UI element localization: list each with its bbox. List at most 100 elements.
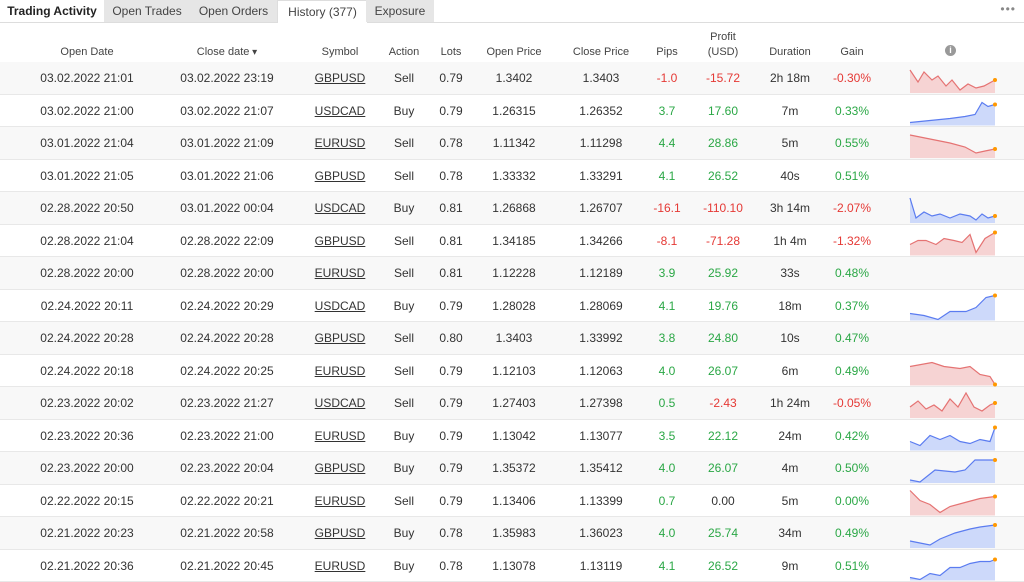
table-cell: -8.1	[656, 233, 678, 248]
table-row: 03.01.2022 21:05 03.01.2022 21:06 GBPUSD Se…	[0, 160, 1024, 192]
column-header: Pips	[656, 46, 678, 58]
table-cell: 0.79	[439, 461, 463, 475]
symbol-link[interactable]: GBPUSD	[314, 526, 366, 540]
table-cell: 0.47%	[834, 331, 870, 345]
table-cell: 4.0	[658, 526, 676, 540]
table-cell: 26.07	[707, 363, 739, 378]
table-cell: Sell	[393, 233, 415, 248]
table-cell: 25.92	[707, 266, 739, 280]
table-cell: 4.1	[658, 558, 676, 573]
symbol-link[interactable]: USDCAD	[314, 201, 366, 215]
table-cell: 02.24.2022 20:28	[180, 331, 274, 345]
table-cell: 1.33332	[492, 168, 536, 183]
table-cell: 24.80	[707, 331, 739, 345]
sparkline-part	[910, 362, 995, 386]
sparkline-part	[909, 101, 996, 124]
sparkline-part	[909, 69, 996, 91]
table-cell: 02.23.2022 20:02	[40, 396, 134, 410]
tab[interactable]: Exposure	[366, 0, 435, 22]
table-cell: 26.52	[707, 168, 739, 183]
sparkline-part	[910, 427, 995, 451]
table-cell: 17.60	[707, 103, 739, 118]
table-cell: -16.1	[653, 201, 681, 215]
table-row: 02.22.2022 20:15 02.22.2022 20:21 EURUSD Se…	[0, 485, 1024, 517]
table-cell: 0.42%	[834, 428, 870, 443]
sparkline-part	[910, 102, 995, 126]
sparkline	[909, 293, 997, 321]
table-cell: 03.02.2022 21:01	[40, 71, 134, 85]
tab[interactable]: History (377)	[277, 0, 368, 23]
table-cell: 4.0	[658, 461, 676, 475]
symbol-link[interactable]: GBPUSD	[314, 331, 366, 345]
sparkline-part	[909, 134, 996, 154]
table-cell: 28.86	[707, 136, 739, 150]
table-cell: 5m	[781, 136, 799, 150]
symbol-link[interactable]: GBPUSD	[314, 461, 366, 475]
table-cell: 4.1	[658, 168, 676, 183]
symbol-link[interactable]: USDCAD	[314, 103, 366, 118]
table-cell: 02.23.2022 20:04	[180, 461, 274, 475]
sparkline-part	[993, 425, 997, 430]
symbol-link[interactable]: EURUSD	[314, 558, 366, 573]
sparkline-part	[909, 490, 996, 514]
table-cell: 3h 14m	[769, 201, 811, 215]
table-cell: -2.07%	[832, 201, 872, 215]
table-cell: 0.7	[658, 493, 676, 508]
sparkline	[909, 69, 997, 93]
table-cell: 7m	[781, 103, 799, 118]
sparkline-part	[910, 198, 995, 223]
symbol-link[interactable]: EURUSD	[314, 493, 366, 508]
table-row: 03.02.2022 21:01 03.02.2022 23:19 GBPUSD Se…	[0, 62, 1024, 95]
symbol-link[interactable]: EURUSD	[314, 266, 366, 280]
sparkline-part	[993, 214, 997, 218]
column-header: Symbol	[321, 46, 359, 58]
table-row: 03.01.2022 21:04 03.01.2022 21:09 EURUSD Se…	[0, 127, 1024, 160]
table-cell: 02.23.2022 21:00	[180, 428, 274, 443]
symbol-link[interactable]: EURUSD	[314, 428, 366, 443]
sparkline	[909, 197, 997, 223]
column-header: Open Price	[486, 46, 542, 58]
sparkline-part	[909, 558, 996, 581]
table-cell: 02.23.2022 20:36	[40, 428, 134, 443]
table-cell: 0.51%	[834, 168, 870, 183]
table-cell: Buy	[393, 461, 415, 475]
symbol-link[interactable]: GBPUSD	[314, 233, 366, 248]
table-cell: 22.12	[707, 428, 739, 443]
table-cell: 1.12103	[492, 363, 536, 378]
symbol-link[interactable]: EURUSD	[314, 136, 366, 150]
symbol-link[interactable]: USDCAD	[314, 396, 366, 410]
table-row: 02.28.2022 20:50 03.01.2022 00:04 USDCAD Bu…	[0, 192, 1024, 225]
tab[interactable]: Trading Activity	[0, 0, 105, 22]
column-header: Lots	[440, 46, 462, 58]
column-header[interactable]: Close date	[197, 46, 257, 58]
more-menu[interactable]: •••	[1000, 2, 1016, 16]
table-cell: 1.3403	[582, 71, 620, 85]
symbol-link[interactable]: GBPUSD	[314, 168, 366, 183]
sparkline	[909, 490, 997, 516]
sparkline-part	[910, 393, 995, 418]
column-header: Gain	[840, 46, 864, 58]
symbol-link[interactable]: GBPUSD	[314, 71, 366, 85]
symbol-link[interactable]: USDCAD	[314, 298, 366, 313]
table-cell: 02.21.2022 20:36	[40, 558, 134, 573]
sparkline-part	[909, 197, 996, 221]
table-cell: 6m	[781, 363, 799, 378]
table-row: 02.28.2022 21:04 02.28.2022 22:09 GBPUSD Se…	[0, 225, 1024, 257]
table-cell: 1.12063	[579, 363, 623, 378]
sparkline	[909, 361, 997, 387]
tab[interactable]: Open Trades	[104, 0, 191, 22]
info-icon[interactable]: i	[945, 45, 956, 56]
sparkline-part	[910, 135, 995, 158]
table-cell: 03.01.2022 21:09	[180, 136, 274, 150]
table-cell: 0.78	[439, 558, 463, 573]
symbol-link[interactable]: EURUSD	[314, 363, 366, 378]
sparkline	[909, 557, 997, 581]
table-cell: 0.51%	[834, 558, 870, 573]
table-cell: 5m	[781, 493, 799, 508]
table-cell: 1.35372	[492, 461, 536, 475]
table-cell: 1.12189	[579, 266, 623, 280]
table-cell: 1.34185	[492, 233, 536, 248]
table-cell: 1.26352	[579, 103, 623, 118]
table-cell: 1h 4m	[773, 233, 807, 248]
sparkline-part	[910, 559, 995, 581]
